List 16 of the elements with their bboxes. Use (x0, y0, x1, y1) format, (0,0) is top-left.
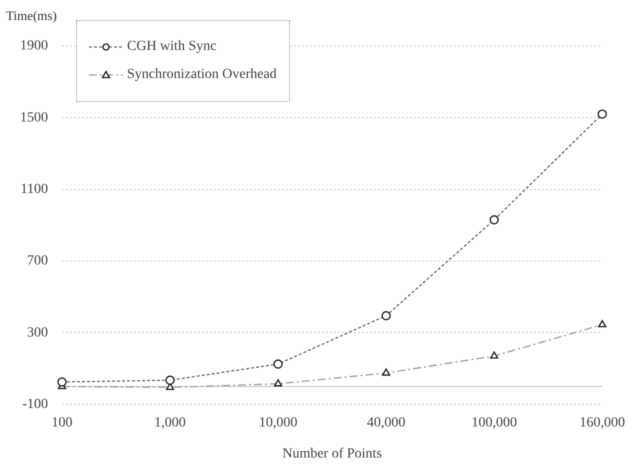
y-tick-label: 700 (27, 254, 48, 269)
y-tick-label: 1900 (20, 38, 48, 54)
legend-label: CGH with Sync (127, 39, 216, 55)
x-tick-label: 1,000 (154, 415, 186, 430)
y-tick-label: 1500 (20, 110, 48, 126)
y-tick-label: -100 (22, 397, 48, 412)
legend-label: Synchronization Overhead (127, 67, 277, 83)
x-axis-title: Number of Points (282, 446, 382, 462)
x-tick-label: 100 (52, 415, 72, 430)
x-tick-label: 40,000 (366, 415, 406, 430)
x-tick-label: 160,000 (580, 415, 625, 430)
y-tick-label: 300 (27, 325, 48, 340)
x-tick-label: 10,000 (258, 415, 298, 430)
x-tick-label: 100,000 (471, 415, 517, 430)
y-axis-title: Time(ms) (6, 8, 57, 24)
y-tick-label: 1100 (20, 182, 48, 198)
